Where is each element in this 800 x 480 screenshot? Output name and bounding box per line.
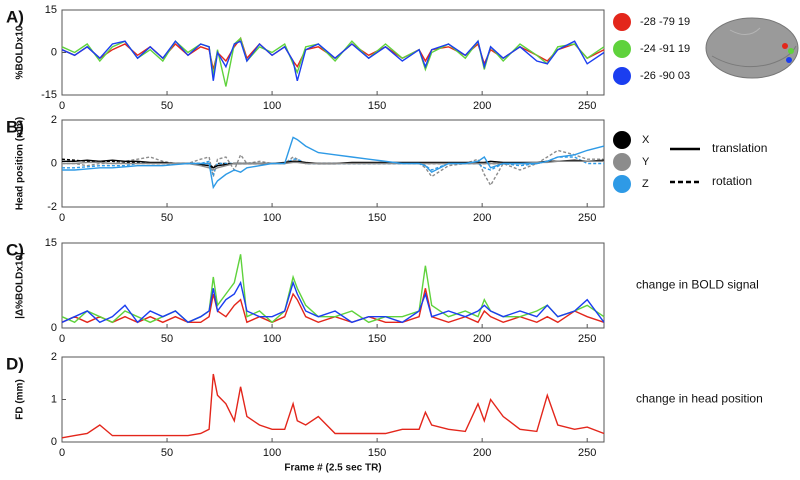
- legend-label: X: [642, 134, 650, 146]
- y-axis-label: |Δ%BOLDx10|: [15, 252, 26, 319]
- y-tick-label: -15: [41, 89, 57, 101]
- brain-icon: [705, 17, 799, 79]
- x-tick-label: 150: [368, 447, 386, 459]
- x-tick-label: 0: [59, 100, 65, 112]
- x-tick-label: 250: [578, 333, 596, 345]
- y-tick-label: 0: [51, 436, 57, 448]
- legend-label: -24 -91 19: [640, 43, 690, 55]
- y-axis-label: %BOLDx10: [15, 25, 26, 79]
- data-line: [62, 159, 605, 169]
- legend-swatch: [613, 67, 631, 85]
- y-axis-label: FD (mm): [15, 379, 26, 420]
- legend-swatch: [613, 13, 631, 31]
- x-axis-label: Frame # (2.5 sec TR): [284, 463, 381, 474]
- data-line: [62, 136, 605, 190]
- x-tick-label: 50: [161, 100, 173, 112]
- panel-label: D): [6, 354, 24, 373]
- legend-swatch: [613, 131, 631, 149]
- legend-label: -26 -90 03: [640, 70, 690, 82]
- x-tick-label: 150: [368, 333, 386, 345]
- legend-label: -28 -79 19: [640, 16, 690, 28]
- y-tick-label: 2: [51, 114, 57, 126]
- x-tick-label: 200: [473, 447, 491, 459]
- panel-label: C): [6, 240, 24, 259]
- x-tick-label: 0: [59, 333, 65, 345]
- legend-label: translation: [712, 141, 767, 155]
- x-tick-label: 50: [161, 212, 173, 224]
- x-tick-label: 100: [263, 100, 281, 112]
- y-tick-label: -2: [47, 201, 57, 213]
- data-line: [61, 288, 605, 324]
- x-tick-label: 0: [59, 447, 65, 459]
- x-tick-label: 0: [59, 212, 65, 224]
- x-tick-label: 50: [161, 333, 173, 345]
- plot-frame: [61, 356, 605, 443]
- y-tick-label: 1: [51, 393, 57, 405]
- y-tick-label: 0: [51, 46, 57, 58]
- x-tick-label: 200: [473, 333, 491, 345]
- legend-label: Z: [642, 178, 649, 190]
- y-tick-label: 15: [45, 4, 57, 16]
- legend-swatch: [613, 40, 631, 58]
- x-tick-label: 200: [473, 212, 491, 224]
- x-tick-label: 100: [263, 212, 281, 224]
- data-line: [62, 160, 604, 171]
- data-line: [62, 149, 604, 187]
- x-tick-label: 150: [368, 212, 386, 224]
- legend-label: Y: [642, 156, 650, 168]
- y-tick-label: 0: [51, 157, 57, 169]
- y-tick-label: 15: [45, 237, 57, 249]
- panel-label: B): [6, 117, 24, 136]
- data-line: [61, 39, 605, 81]
- x-tick-label: 250: [578, 212, 596, 224]
- x-tick-label: 150: [368, 100, 386, 112]
- annotation: change in BOLD signal: [636, 278, 759, 292]
- x-tick-label: 250: [578, 100, 596, 112]
- x-tick-label: 100: [263, 333, 281, 345]
- annotation: change in head position: [636, 392, 763, 406]
- panel-label: A): [6, 7, 24, 26]
- x-tick-label: 200: [473, 100, 491, 112]
- y-tick-label: 2: [51, 351, 57, 363]
- x-tick-label: 250: [578, 447, 596, 459]
- y-axis-label: Head position (mm): [15, 117, 26, 210]
- legend-swatch: [613, 175, 631, 193]
- x-tick-label: 100: [263, 447, 281, 459]
- legend-swatch: [613, 153, 631, 171]
- data-line: [61, 373, 605, 439]
- y-tick-label: 0: [51, 322, 57, 334]
- data-line: [61, 280, 605, 324]
- x-tick-label: 50: [161, 447, 173, 459]
- legend-label: rotation: [712, 174, 752, 188]
